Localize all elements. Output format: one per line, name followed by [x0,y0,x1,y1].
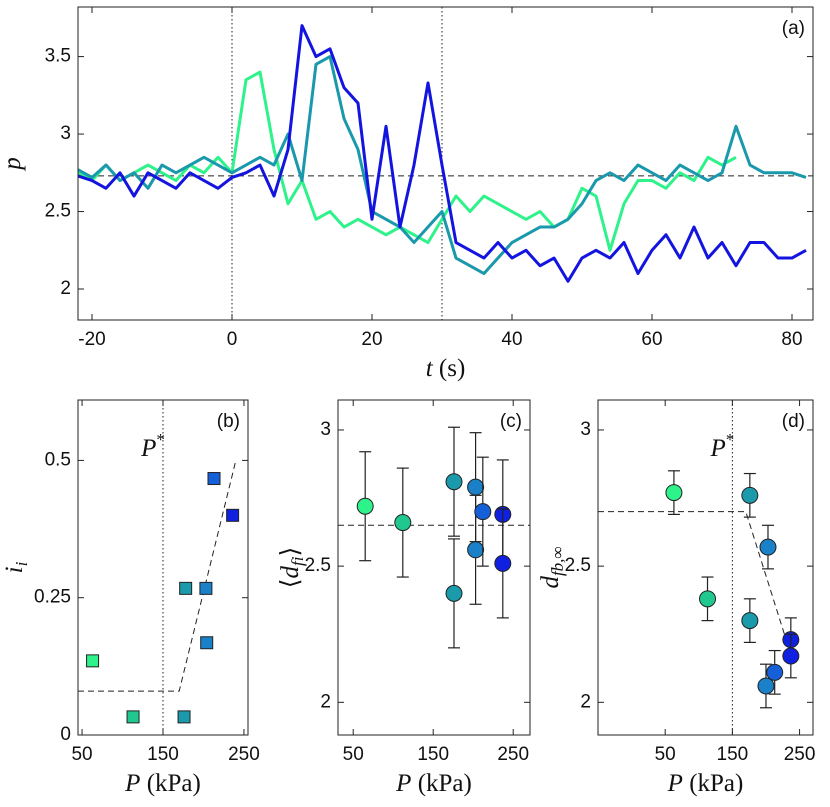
point [394,514,412,532]
x-tick-label: 60 [641,329,662,350]
label-part: P [395,770,411,797]
panel-label: (d) [782,411,805,432]
axes-frame [337,399,531,736]
label-part: * [726,430,735,449]
series-line [77,70,737,252]
point [494,554,512,572]
label-part: P [667,770,683,797]
label-part: (kPa) [411,770,471,797]
point [782,647,800,665]
label-part: fi [288,556,307,566]
y-axis-label: ⟨dfi⟩ [277,547,307,588]
label-part: ⟨ [277,578,304,588]
point [445,584,463,602]
y-tick-label: 3 [580,419,591,440]
x-tick-label: 150 [717,744,749,765]
label-part: (s) [433,355,466,382]
guide-line [78,460,237,692]
axes-frame [77,399,249,736]
panel-label: (a) [782,18,805,39]
point [467,478,485,496]
panel-label: (c) [500,411,522,432]
y-axis-label: p [0,157,26,172]
point [741,612,759,630]
point [474,503,492,521]
y-axis-label: dfb,∞ [537,546,567,588]
y-tick-label: 0.25 [34,587,71,608]
x-tick-label: 250 [784,744,816,765]
point [126,710,140,724]
point [199,581,213,595]
label-part: P [140,435,156,462]
x-tick-label: 50 [343,744,364,765]
y-tick-label: 3.5 [45,46,71,67]
label-part: P [124,770,140,797]
point [226,508,240,522]
y-tick-label: 2 [580,691,591,712]
vline-label: P* [709,430,734,462]
point [445,473,463,491]
x-tick-label: 20 [361,329,382,350]
x-axis-label: P (kPa) [667,770,744,797]
label-part: ⟩ [277,547,304,557]
label-part: d [277,565,304,578]
label-part: t [426,355,434,382]
y-tick-label: 0.5 [45,449,71,470]
point [665,484,683,502]
point [467,541,485,559]
y-tick-label: 2 [320,691,331,712]
x-tick-label: 150 [147,744,179,765]
axes-frame [77,6,814,321]
point [759,538,777,556]
point [356,497,374,515]
y-tick-label: 3 [320,419,331,440]
point [86,654,100,668]
vline-label: P* [140,430,165,462]
label-part: d [537,576,564,589]
x-tick-label: 80 [781,329,802,350]
point [699,590,717,608]
x-tick-label: 40 [501,329,522,350]
y-tick-label: 2 [60,278,71,299]
point [766,663,784,681]
y-tick-label: 2.5 [305,555,331,576]
x-axis-label: t (s) [426,355,466,382]
y-tick-label: 0 [60,724,71,745]
point [179,581,193,595]
label-part: fb,∞ [548,546,567,576]
point [200,636,214,650]
panel-label: (b) [217,411,240,432]
point [207,472,221,486]
y-tick-label: 3 [60,123,71,144]
y-tick-label: 2.5 [565,555,591,576]
x-tick-label: 150 [417,744,449,765]
label-part: i [1,566,28,573]
y-axis-label: ii [1,561,31,573]
label-part: P [709,435,725,462]
label-part: p [0,157,26,172]
label-part: (kPa) [140,770,200,797]
x-tick-label: 250 [228,744,260,765]
x-tick-label: 250 [497,744,529,765]
y-tick-label: 2.5 [45,201,71,222]
axes-frame [597,399,814,736]
label-part: i [12,561,31,566]
x-tick-label: -20 [78,329,105,350]
x-tick-label: 0 [227,329,238,350]
series-line [77,24,807,283]
point [757,677,775,695]
point [177,710,191,724]
label-part: (kPa) [683,770,743,797]
x-tick-label: 50 [71,744,92,765]
series-line [77,55,807,276]
x-tick-label: 50 [655,744,676,765]
point [741,486,759,504]
x-axis-label: P (kPa) [395,770,472,797]
x-axis-label: P (kPa) [124,770,201,797]
label-part: * [156,430,165,449]
